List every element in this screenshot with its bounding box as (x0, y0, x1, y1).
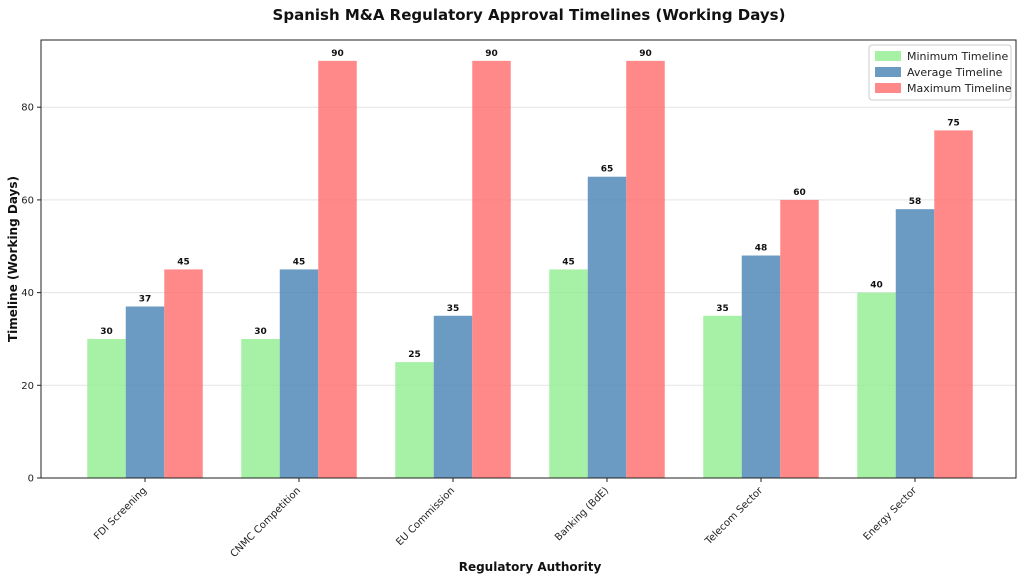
bar-average-timeline (125, 306, 165, 478)
bar-value-label: 75 (947, 118, 960, 128)
legend-swatch (875, 67, 901, 77)
x-axis-title: Regulatory Authority (459, 560, 602, 574)
bar-minimum-timeline (549, 269, 588, 478)
bars (87, 60, 973, 478)
bar-average-timeline (895, 209, 935, 478)
bar-value-label: 37 (139, 295, 152, 305)
legend-box (868, 44, 1012, 101)
x-tick-label: FDI Screening (92, 485, 149, 542)
bar-value-label: 60 (793, 188, 806, 198)
bar-value-label: 45 (293, 257, 306, 267)
bar-maximum-timeline (318, 60, 357, 478)
x-tick-label: Banking (BdE) (553, 485, 611, 543)
x-tick-label: EU Commission (394, 485, 457, 548)
bar-value-label: 30 (254, 327, 267, 337)
bar-value-label: 65 (601, 165, 614, 175)
legend-swatch (875, 51, 901, 61)
y-axis-title: Timeline (Working Days) (6, 176, 20, 342)
y-tick-label: 0 (28, 474, 34, 485)
legend-label: Maximum Timeline (907, 82, 1012, 95)
y-axis: 0 20 40 60 80 (21, 103, 41, 485)
bar-maximum-timeline (626, 60, 665, 478)
x-tick-label: Telecom Sector (703, 485, 766, 548)
bar-value-label: 90 (639, 49, 652, 59)
bar-value-label: 35 (716, 304, 729, 314)
bar-minimum-timeline (395, 362, 434, 478)
bar-average-timeline (433, 315, 473, 478)
bar-maximum-timeline (780, 199, 819, 478)
bar-value-label: 48 (755, 244, 768, 254)
bar-average-timeline (741, 255, 781, 478)
bar-value-label: 45 (177, 257, 190, 267)
bar-average-timeline (279, 269, 319, 478)
bar-value-label: 35 (447, 304, 460, 314)
bar-value-label: 40 (870, 281, 883, 291)
chart-title: Spanish M&A Regulatory Approval Timeline… (273, 6, 786, 24)
legend-label: Average Timeline (907, 66, 1003, 79)
data-labels: 30 37 45 30 45 90 25 35 90 45 65 90 35 48 60 40 58 75 (100, 49, 960, 360)
legend: Minimum Timeline Average Timeline Maximum … (868, 44, 1012, 101)
bar-value-label: 45 (562, 257, 575, 267)
bar-maximum-timeline (164, 269, 203, 478)
y-tick-label: 80 (21, 103, 34, 114)
bar-value-label: 90 (331, 49, 344, 59)
bar-maximum-timeline (472, 60, 511, 478)
bar-minimum-timeline (241, 338, 280, 478)
bar-value-label: 30 (100, 327, 113, 337)
plot-frame (40, 39, 1017, 479)
bar-maximum-timeline (934, 130, 973, 478)
legend-label: Minimum Timeline (907, 50, 1008, 63)
bar-minimum-timeline (857, 292, 896, 478)
bar-minimum-timeline (703, 315, 742, 478)
y-tick-label: 40 (21, 288, 34, 299)
legend-swatch (875, 83, 901, 93)
y-tick-label: 20 (21, 381, 34, 392)
bar-average-timeline (587, 176, 627, 478)
bar-value-label: 25 (408, 350, 421, 360)
bar-value-label: 58 (909, 197, 922, 207)
bar-value-label: 90 (485, 49, 498, 59)
y-tick-label: 60 (21, 195, 34, 206)
bar-minimum-timeline (87, 338, 126, 478)
x-tick-label: Energy Sector (862, 485, 920, 543)
x-tick-label: CNMC Competition (229, 485, 304, 560)
x-axis: FDI Screening CNMC Competition EU Commissi… (92, 478, 920, 560)
